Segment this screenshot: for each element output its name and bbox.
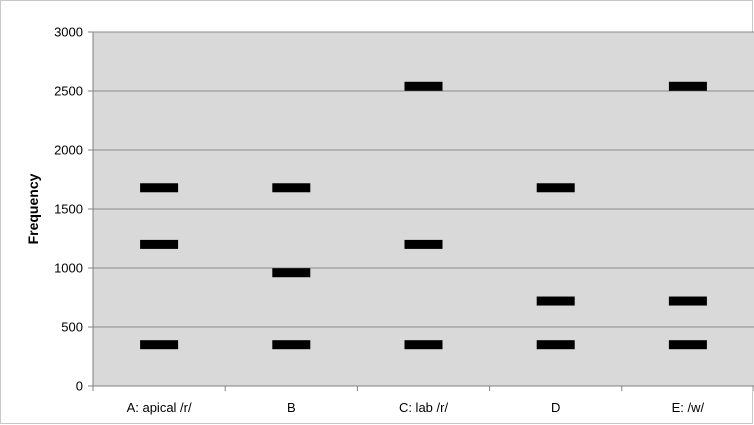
data-point-marker <box>404 81 443 91</box>
data-point-marker <box>668 296 707 306</box>
data-point-marker <box>668 81 707 91</box>
data-point-marker <box>140 239 179 249</box>
data-point-marker <box>668 340 707 350</box>
y-tick-label: 1500 <box>54 202 83 217</box>
data-point-marker <box>272 183 311 193</box>
y-tick-label: 2500 <box>54 84 83 99</box>
data-point-marker <box>404 340 443 350</box>
data-markers <box>140 81 707 350</box>
x-tick-label: E: /w/ <box>672 400 705 415</box>
data-point-marker <box>140 340 179 350</box>
data-point-marker <box>272 268 311 278</box>
data-point-marker <box>536 340 575 350</box>
data-point-marker <box>140 183 179 193</box>
x-axis-ticks: A: apical /r/B C: lab /r/D E: /w/ <box>92 386 754 415</box>
x-tick-label: B <box>287 400 296 415</box>
y-tick-label: 500 <box>61 320 83 335</box>
y-tick-label: 3000 <box>54 25 83 40</box>
y-tick-label: 1000 <box>54 261 83 276</box>
y-axis-ticks: 0 500 1000 1500 2000 2500 3000 <box>54 25 93 394</box>
y-axis-title: Frequency <box>25 173 41 244</box>
y-tick-label: 0 <box>76 379 83 394</box>
data-point-marker <box>536 296 575 306</box>
x-tick-label: A: apical /r/ <box>127 400 192 415</box>
x-tick-label: D <box>551 400 560 415</box>
x-tick-label: C: lab /r/ <box>399 400 449 415</box>
data-point-marker <box>272 340 311 350</box>
data-point-marker <box>536 183 575 193</box>
y-tick-label: 2000 <box>54 143 83 158</box>
data-point-marker <box>404 239 443 249</box>
gridlines <box>93 31 754 328</box>
